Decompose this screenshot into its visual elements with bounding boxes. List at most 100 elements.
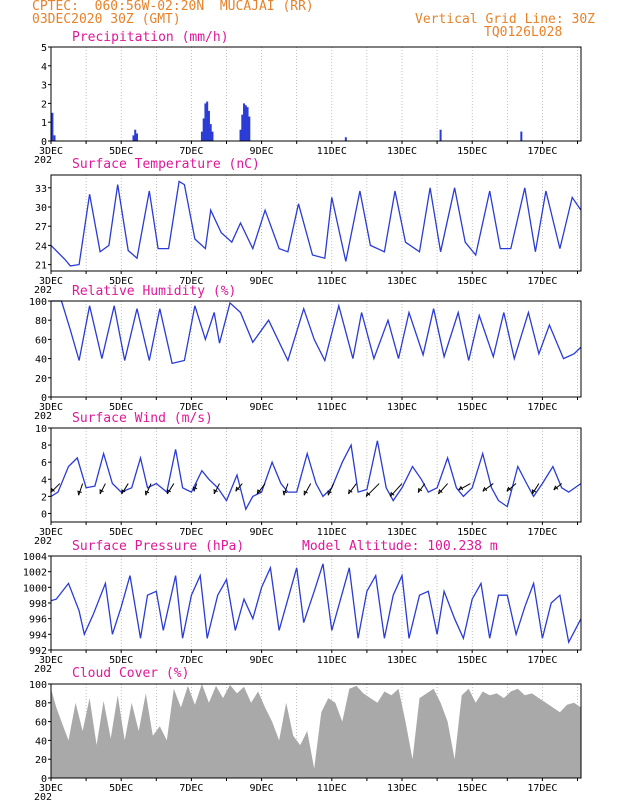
year-label: 202 — [34, 155, 52, 166]
precip-bar — [344, 137, 347, 141]
year-label: 202 — [34, 536, 52, 547]
x-tick-label: 17DEC — [527, 402, 557, 413]
header-datetime: 03DEC2020 30Z (GMT) — [32, 12, 181, 27]
x-tick-label: 15DEC — [457, 527, 487, 538]
x-tick-label: 15DEC — [457, 146, 487, 157]
wind-arrow — [482, 483, 494, 492]
precip-bar — [520, 131, 523, 141]
x-tick-label: 3DEC — [39, 402, 63, 413]
x-tick-label: 17DEC — [527, 276, 557, 287]
y-tick-label: 8 — [41, 441, 47, 452]
x-tick-label: 13DEC — [387, 146, 417, 157]
y-tick-label: 40 — [35, 736, 47, 747]
precip-bar — [206, 101, 209, 141]
wind-arrow-head — [282, 490, 288, 496]
x-tick-label: 9DEC — [250, 276, 274, 287]
wind-arrow-head — [99, 489, 104, 494]
x-tick-label: 3DEC — [39, 527, 63, 538]
x-tick-label: 7DEC — [179, 527, 203, 538]
wind-arrow-head — [77, 490, 82, 496]
y-tick-label: 80 — [35, 699, 47, 710]
wind-arrow — [213, 483, 220, 495]
wind-arrow-head — [348, 489, 353, 494]
wind-arrow — [303, 483, 312, 496]
wind-arrow — [553, 483, 563, 491]
panel-frame — [50, 174, 582, 272]
precip-bar — [134, 129, 137, 141]
wind-arrow-head — [166, 489, 172, 494]
precip-bar — [207, 110, 210, 141]
y-tick-label: 21 — [35, 261, 47, 272]
x-tick-label: 7DEC — [179, 146, 203, 157]
y-tick-label: 998 — [29, 599, 47, 610]
precip-bar — [135, 133, 138, 141]
pres-subtitle: Model Altitude: 100.238 m — [302, 539, 498, 554]
year-label: 202 — [34, 664, 52, 675]
x-tick-label: 17DEC — [527, 527, 557, 538]
x-tick-label: 5DEC — [109, 402, 133, 413]
wind-arrow — [506, 483, 517, 492]
wind-arrow-head — [531, 489, 537, 494]
wind-arrow-head — [121, 489, 126, 494]
y-tick-label: 0 — [41, 393, 47, 404]
panel-frame — [50, 427, 582, 523]
wind-arrow — [193, 483, 198, 492]
y-tick-label: 1002 — [23, 568, 47, 579]
year-label: 202 — [34, 285, 52, 296]
y-tick-label: 40 — [35, 355, 47, 366]
precip-bar — [241, 114, 244, 141]
wind-arrow-head — [438, 489, 443, 495]
wind-title: Surface Wind (m/s) — [72, 411, 213, 426]
x-tick-label: 13DEC — [387, 527, 417, 538]
wind-arrow-head — [389, 491, 395, 497]
panel-frame — [50, 683, 582, 779]
pres-title: Surface Pressure (hPa) — [72, 539, 244, 554]
x-tick-label: 9DEC — [250, 783, 274, 794]
year-label: 202 — [34, 792, 52, 800]
x-tick-label: 15DEC — [457, 276, 487, 287]
year-label: 202 — [34, 411, 52, 422]
wind-arrow — [327, 483, 335, 496]
x-tick-label: 11DEC — [317, 402, 347, 413]
wind-arrow — [256, 483, 266, 495]
x-tick-label: 5DEC — [109, 655, 133, 666]
wind-arrow — [235, 483, 243, 492]
wind-arrow-head — [192, 486, 198, 492]
x-tick-label: 13DEC — [387, 655, 417, 666]
y-tick-label: 2 — [41, 492, 47, 503]
y-tick-label: 6 — [41, 458, 47, 469]
precip-bar — [202, 118, 205, 141]
x-tick-label: 7DEC — [179, 402, 203, 413]
wind-arrow-head — [213, 489, 218, 494]
wind-arrow-head — [458, 485, 464, 491]
wind-arrow — [121, 483, 129, 495]
x-tick-label: 9DEC — [250, 655, 274, 666]
precip-bar — [246, 107, 249, 141]
panel-frame — [50, 555, 582, 651]
precip-bar — [200, 131, 203, 141]
precip-bar — [209, 124, 212, 141]
y-tick-label: 0 — [41, 774, 47, 785]
wind-line — [50, 440, 582, 511]
precip-bar — [243, 103, 246, 141]
y-tick-label: 994 — [29, 630, 47, 641]
x-tick-label: 5DEC — [109, 527, 133, 538]
y-tick-label: 10 — [35, 424, 47, 435]
wind-arrow-head — [482, 486, 488, 492]
x-tick-label: 17DEC — [527, 655, 557, 666]
y-tick-label: 27 — [35, 222, 47, 233]
precip-bar — [244, 105, 247, 141]
y-tick-label: 24 — [35, 241, 47, 252]
y-tick-label: 100 — [29, 680, 47, 691]
y-tick-label: 20 — [35, 755, 47, 766]
x-tick-label: 7DEC — [179, 276, 203, 287]
pres-line — [50, 563, 582, 645]
wind-arrow — [99, 483, 106, 495]
temp-title: Surface Temperature (nC) — [72, 157, 260, 172]
y-tick-label: 4 — [41, 62, 47, 73]
x-tick-label: 5DEC — [109, 146, 133, 157]
rh-title: Relative Humidity (%) — [72, 284, 236, 299]
precip-bar — [248, 116, 251, 141]
x-tick-label: 15DEC — [457, 402, 487, 413]
x-tick-label: 11DEC — [317, 783, 347, 794]
